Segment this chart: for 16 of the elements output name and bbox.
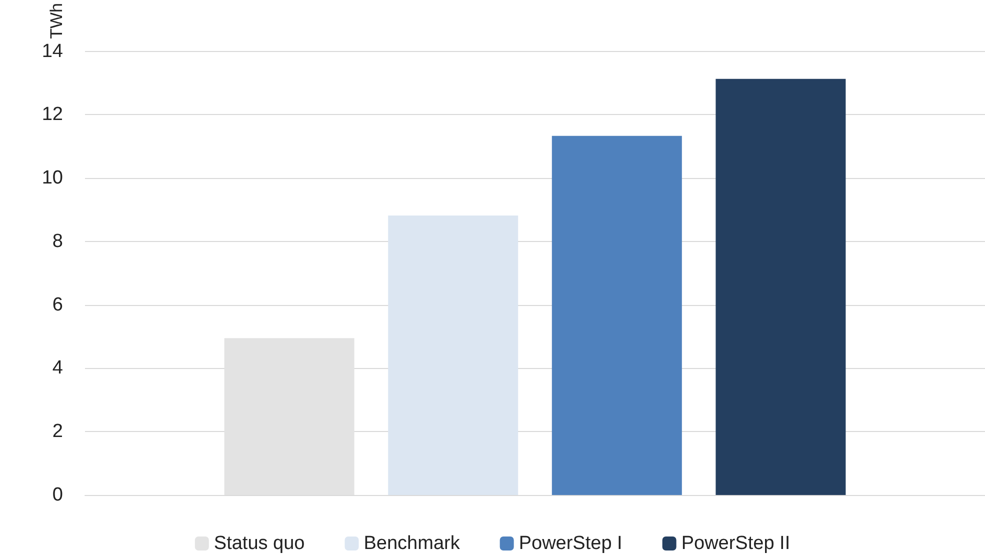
legend-label: Benchmark [364,533,460,554]
y-axis-title: TWh [47,3,66,39]
bar [388,215,518,495]
bar [552,136,682,495]
y-tick-label: 14 [42,40,64,62]
bar [716,78,846,495]
y-tick-label: 10 [42,168,63,189]
y-tick-label: 8 [52,230,63,252]
y-tick-label: 12 [42,104,63,126]
legend-label: PowerStep I [518,533,622,554]
y-tick-label: 4 [52,358,64,379]
y-tick-label: 0 [52,484,63,506]
legend-label: PowerStep II [681,533,790,554]
legend-label: Status quo [214,533,305,554]
y-tick-label: 2 [52,421,63,442]
y-tick-label: 6 [52,294,63,316]
